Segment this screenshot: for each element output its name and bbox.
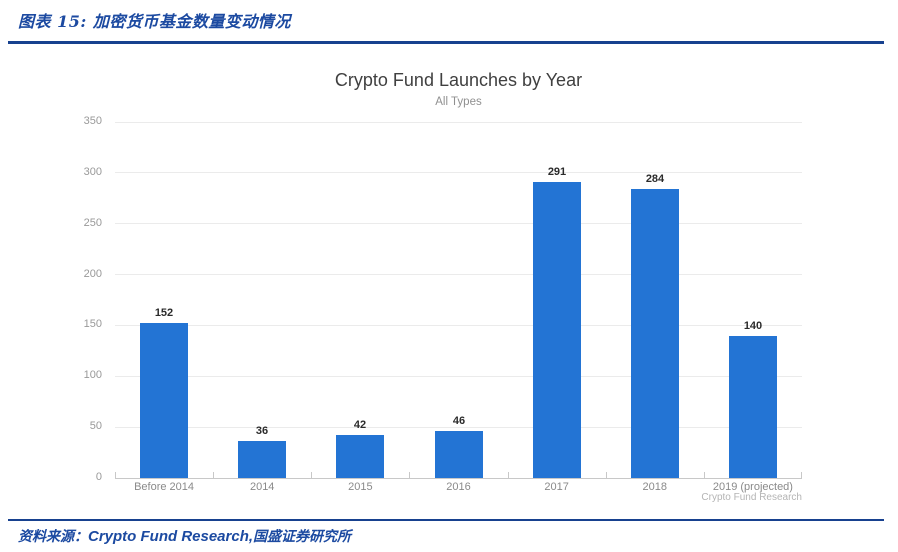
chart-subtitle: All Types <box>435 96 482 108</box>
x-axis-label: Before 2014 <box>134 481 195 493</box>
bar <box>238 441 286 478</box>
y-axis-label: 300 <box>83 165 102 178</box>
plot-area: 152 36 42 46 291 284 140 <box>115 121 802 479</box>
x-axis-label: 2019 (projected) <box>712 481 793 493</box>
bar-value-label: 152 <box>154 307 174 319</box>
bar <box>729 336 777 478</box>
y-axis-label: 0 <box>95 471 102 483</box>
source-line: 资料来源：Crypto Fund Research,国盛证券研究所 <box>18 526 351 546</box>
y-axis-label: 350 <box>83 115 102 127</box>
x-axis-tick <box>606 472 607 478</box>
bar-value-label: 291 <box>547 166 567 178</box>
x-axis-label: 2016 <box>446 481 471 493</box>
y-axis-label: 50 <box>89 420 102 433</box>
bar <box>336 435 384 478</box>
x-axis-tick <box>311 472 312 478</box>
x-axis-tick <box>508 472 509 478</box>
bar-value-label: 42 <box>353 419 367 431</box>
bottom-rule <box>8 519 884 521</box>
source-suffix: 国盛证券研究所 <box>253 529 352 545</box>
bar <box>435 431 483 478</box>
x-axis-label: 2014 <box>249 481 275 493</box>
bar <box>631 189 679 478</box>
bar-value-label: 284 <box>645 173 665 185</box>
y-axis-label: 100 <box>83 369 102 382</box>
x-axis-label: 2018 <box>642 481 668 493</box>
bar-value-label: 46 <box>452 415 466 427</box>
bar <box>140 323 188 478</box>
source-prefix: 资料来源： <box>18 529 88 545</box>
bar-value-label: 140 <box>743 320 763 332</box>
gridline <box>115 121 802 123</box>
x-axis-tick <box>801 472 802 478</box>
source-english: Crypto Fund Research, <box>88 528 254 545</box>
x-axis-label: 2015 <box>348 481 373 493</box>
y-axis-label: 250 <box>83 216 102 229</box>
y-axis-label: 150 <box>83 318 102 331</box>
gridline <box>115 324 802 326</box>
top-rule <box>8 41 884 44</box>
x-axis-tick <box>115 472 116 478</box>
y-axis-label: 200 <box>83 267 102 280</box>
chart-title: Crypto Fund Launches by Year <box>334 70 583 90</box>
x-axis-tick <box>704 472 705 478</box>
gridline <box>115 172 802 174</box>
figure-title: 图表 15: 加密货币基金数量变动情况 <box>18 12 291 31</box>
gridline <box>115 223 802 225</box>
x-axis-tick <box>409 472 410 478</box>
gridline <box>115 426 802 428</box>
x-axis-label: 2017 <box>544 481 569 493</box>
x-axis-baseline <box>115 477 802 479</box>
x-axis-tick <box>213 472 214 478</box>
gridline <box>115 375 802 377</box>
bar-value-label: 36 <box>255 425 269 437</box>
gridline <box>115 274 802 276</box>
chart-attribution: Crypto Fund Research <box>701 492 802 503</box>
bar <box>533 182 581 478</box>
